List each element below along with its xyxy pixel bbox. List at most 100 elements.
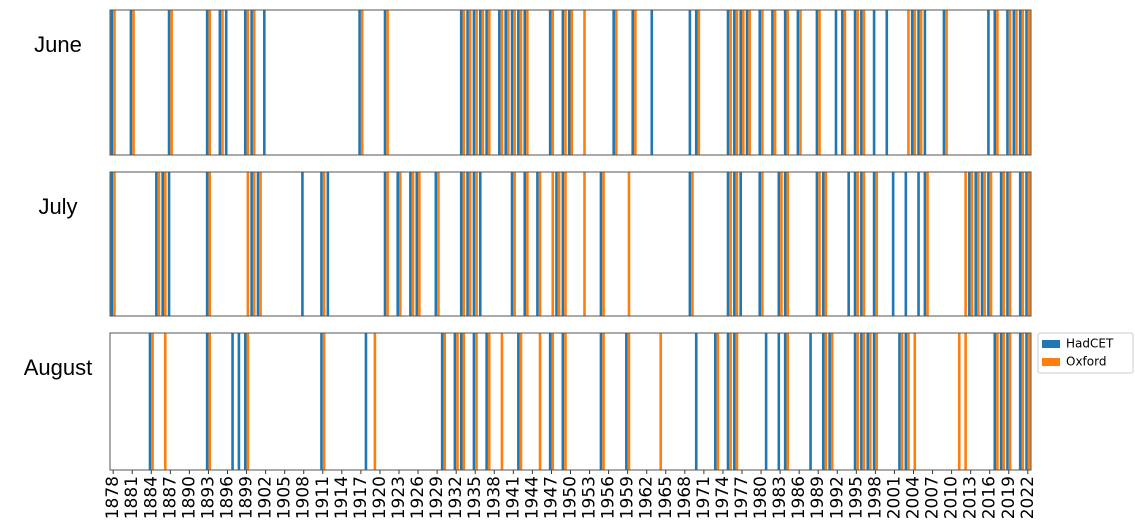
bar (570, 10, 574, 155)
x-tick-label: 1971 (694, 476, 714, 519)
bar (650, 10, 654, 155)
bar (907, 333, 910, 470)
month-label: June (34, 32, 82, 57)
bar (748, 10, 751, 155)
bar (996, 333, 999, 470)
bar (872, 333, 876, 470)
bar (739, 172, 742, 316)
bar (478, 10, 482, 155)
bar (716, 333, 720, 470)
bar (875, 172, 878, 316)
bar (841, 10, 844, 155)
bar (741, 10, 745, 155)
bar (796, 10, 800, 155)
bar (383, 172, 387, 316)
bar (783, 10, 787, 155)
bar (777, 333, 781, 470)
bar (246, 172, 250, 316)
bar (694, 333, 698, 470)
bar (780, 172, 783, 316)
bar (1012, 10, 1016, 155)
bar (983, 172, 986, 316)
bar (773, 10, 777, 155)
bar (237, 333, 241, 470)
bar (996, 10, 999, 155)
bar (163, 172, 167, 316)
bar (513, 10, 516, 155)
bar (809, 333, 812, 470)
bar (824, 172, 828, 316)
bar (631, 10, 635, 155)
bar (1025, 333, 1028, 470)
x-tick-label: 1917 (351, 476, 371, 519)
bar (1021, 172, 1025, 316)
x-tick-label: 1890 (179, 476, 199, 519)
bar (599, 172, 603, 316)
bar (688, 172, 692, 316)
bar (437, 172, 440, 316)
bar (263, 10, 266, 155)
bar (726, 172, 730, 316)
bar (872, 172, 876, 316)
bar (551, 333, 555, 470)
bar (548, 10, 552, 155)
bar (243, 10, 247, 155)
bar (462, 333, 466, 470)
bar (599, 333, 603, 470)
bar (1002, 172, 1006, 316)
x-tick-label: 1950 (561, 476, 581, 519)
bar (853, 10, 857, 155)
bar (729, 10, 732, 155)
x-tick-label: 1989 (808, 476, 828, 519)
bar (735, 10, 739, 155)
bar (462, 172, 466, 316)
bar (322, 172, 326, 316)
panel-frame (109, 332, 1032, 471)
x-tick-label: 2007 (923, 476, 943, 519)
bar (561, 10, 565, 155)
bar (907, 10, 910, 155)
bar (745, 10, 749, 155)
legend-swatch (1042, 358, 1060, 366)
bar (564, 333, 567, 470)
bar (551, 10, 555, 155)
bar (945, 10, 948, 155)
bar (913, 10, 917, 155)
bar (208, 10, 212, 155)
bar (1027, 172, 1031, 316)
bar (440, 333, 444, 470)
bar (627, 333, 631, 470)
bar (386, 10, 389, 155)
bar (1006, 172, 1009, 316)
bar (231, 333, 234, 470)
bar (551, 172, 555, 316)
bar (834, 10, 838, 155)
bar (761, 10, 764, 155)
bar (818, 10, 821, 155)
x-tick-label: 1977 (732, 476, 752, 519)
bar (246, 10, 250, 155)
bar (926, 172, 929, 316)
bar (538, 333, 542, 470)
bar (485, 10, 488, 155)
bar (205, 333, 209, 470)
x-tick-label: 2010 (942, 476, 962, 519)
bar (472, 10, 476, 155)
bar (735, 172, 739, 316)
bar (688, 10, 692, 155)
x-tick-label: 1923 (389, 476, 409, 519)
bar (847, 172, 850, 316)
bar (326, 172, 330, 316)
x-tick-label: 1956 (599, 476, 619, 519)
bar (443, 333, 447, 470)
bar (694, 10, 698, 155)
bar (786, 333, 790, 470)
bar (815, 172, 819, 316)
x-tick-label: 2013 (961, 476, 981, 519)
bar (856, 172, 859, 316)
bar (434, 172, 438, 316)
bar (487, 10, 491, 155)
bar (993, 333, 997, 470)
bar (523, 172, 527, 316)
x-tick-label: 1920 (370, 476, 390, 519)
